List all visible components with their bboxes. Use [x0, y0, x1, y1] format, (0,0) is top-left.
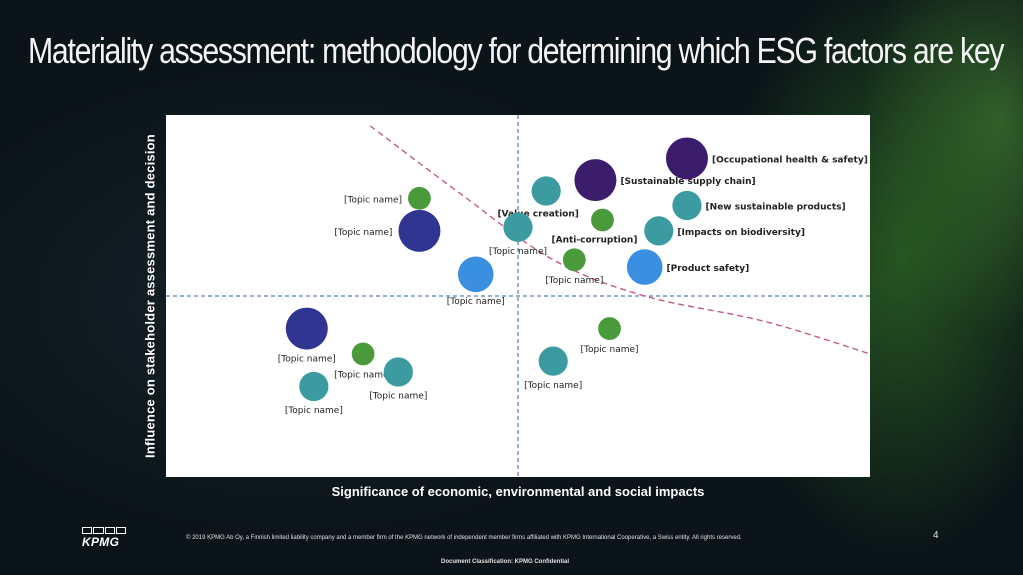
topic-bubble: [531, 176, 561, 206]
topic-bubble: [538, 346, 568, 376]
topic-label: [Topic name]: [334, 370, 392, 380]
x-axis-label: Significance of economic, environmental …: [331, 484, 705, 499]
topic-label: [Topic name]: [545, 276, 603, 286]
materiality-matrix: [Occupational health & safety] [Sustainab…: [166, 115, 870, 477]
slide-title: Materiality assessment: methodology for …: [28, 30, 1005, 71]
topic-label: [Topic name]: [447, 297, 505, 307]
topic-label: [Product safety]: [667, 264, 750, 274]
topic-label: [Topic name]: [285, 406, 343, 416]
topic-label: [Topic name]: [334, 228, 392, 238]
topic-label: [Impacts on biodiversity]: [677, 228, 805, 238]
topic-label: [Sustainable supply chain]: [620, 177, 755, 187]
topic-label: [New sustainable products]: [706, 203, 846, 213]
materiality-threshold-curve: [369, 125, 870, 355]
topic-label: [Topic name]: [278, 355, 336, 365]
topic-bubble: [598, 317, 621, 340]
topic-bubble: [574, 159, 617, 202]
kpmg-logo: KPMG: [82, 527, 126, 549]
topic-bubble: [562, 248, 586, 272]
topic-bubble: [644, 216, 674, 246]
topic-label: [Value creation]: [497, 210, 578, 220]
topic-bubble: [398, 209, 441, 252]
topic-bubble: [383, 357, 413, 387]
topic-label: [Topic name]: [344, 195, 402, 205]
page-number: 4: [933, 530, 939, 541]
topic-bubble: [299, 371, 329, 402]
copyright-notice: © 2019 KPMG Ab Oy, a Finnish limited lia…: [186, 535, 742, 541]
topic-bubble: [457, 256, 494, 293]
topic-bubble: [285, 307, 328, 350]
y-axis-label: Influence on stakeholder assessment and …: [142, 134, 158, 458]
kpmg-logo-boxes: [82, 527, 126, 534]
topic-bubble: [408, 186, 431, 210]
materiality-matrix-svg: [Occupational health & safety] [Sustainab…: [166, 115, 870, 477]
topic-label: [Topic name]: [524, 381, 582, 391]
topic-bubble: [503, 212, 533, 242]
topic-label: [Occupational health & safety]: [712, 155, 868, 165]
topic-bubble: [672, 190, 702, 221]
topic-label: [Topic name]: [369, 392, 427, 402]
topic-label: [Topic name]: [580, 345, 638, 355]
topic-bubble: [626, 249, 663, 285]
topic-bubble: [591, 208, 614, 232]
topic-label: [Anti-corruption]: [552, 235, 638, 245]
topic-bubble: [351, 342, 375, 366]
document-classification: Document Classification: KPMG Confidenti…: [441, 559, 570, 565]
kpmg-logo-wordmark: KPMG: [82, 535, 120, 549]
topic-bubble: [665, 137, 708, 180]
topic-label: [Topic name]: [489, 247, 547, 257]
